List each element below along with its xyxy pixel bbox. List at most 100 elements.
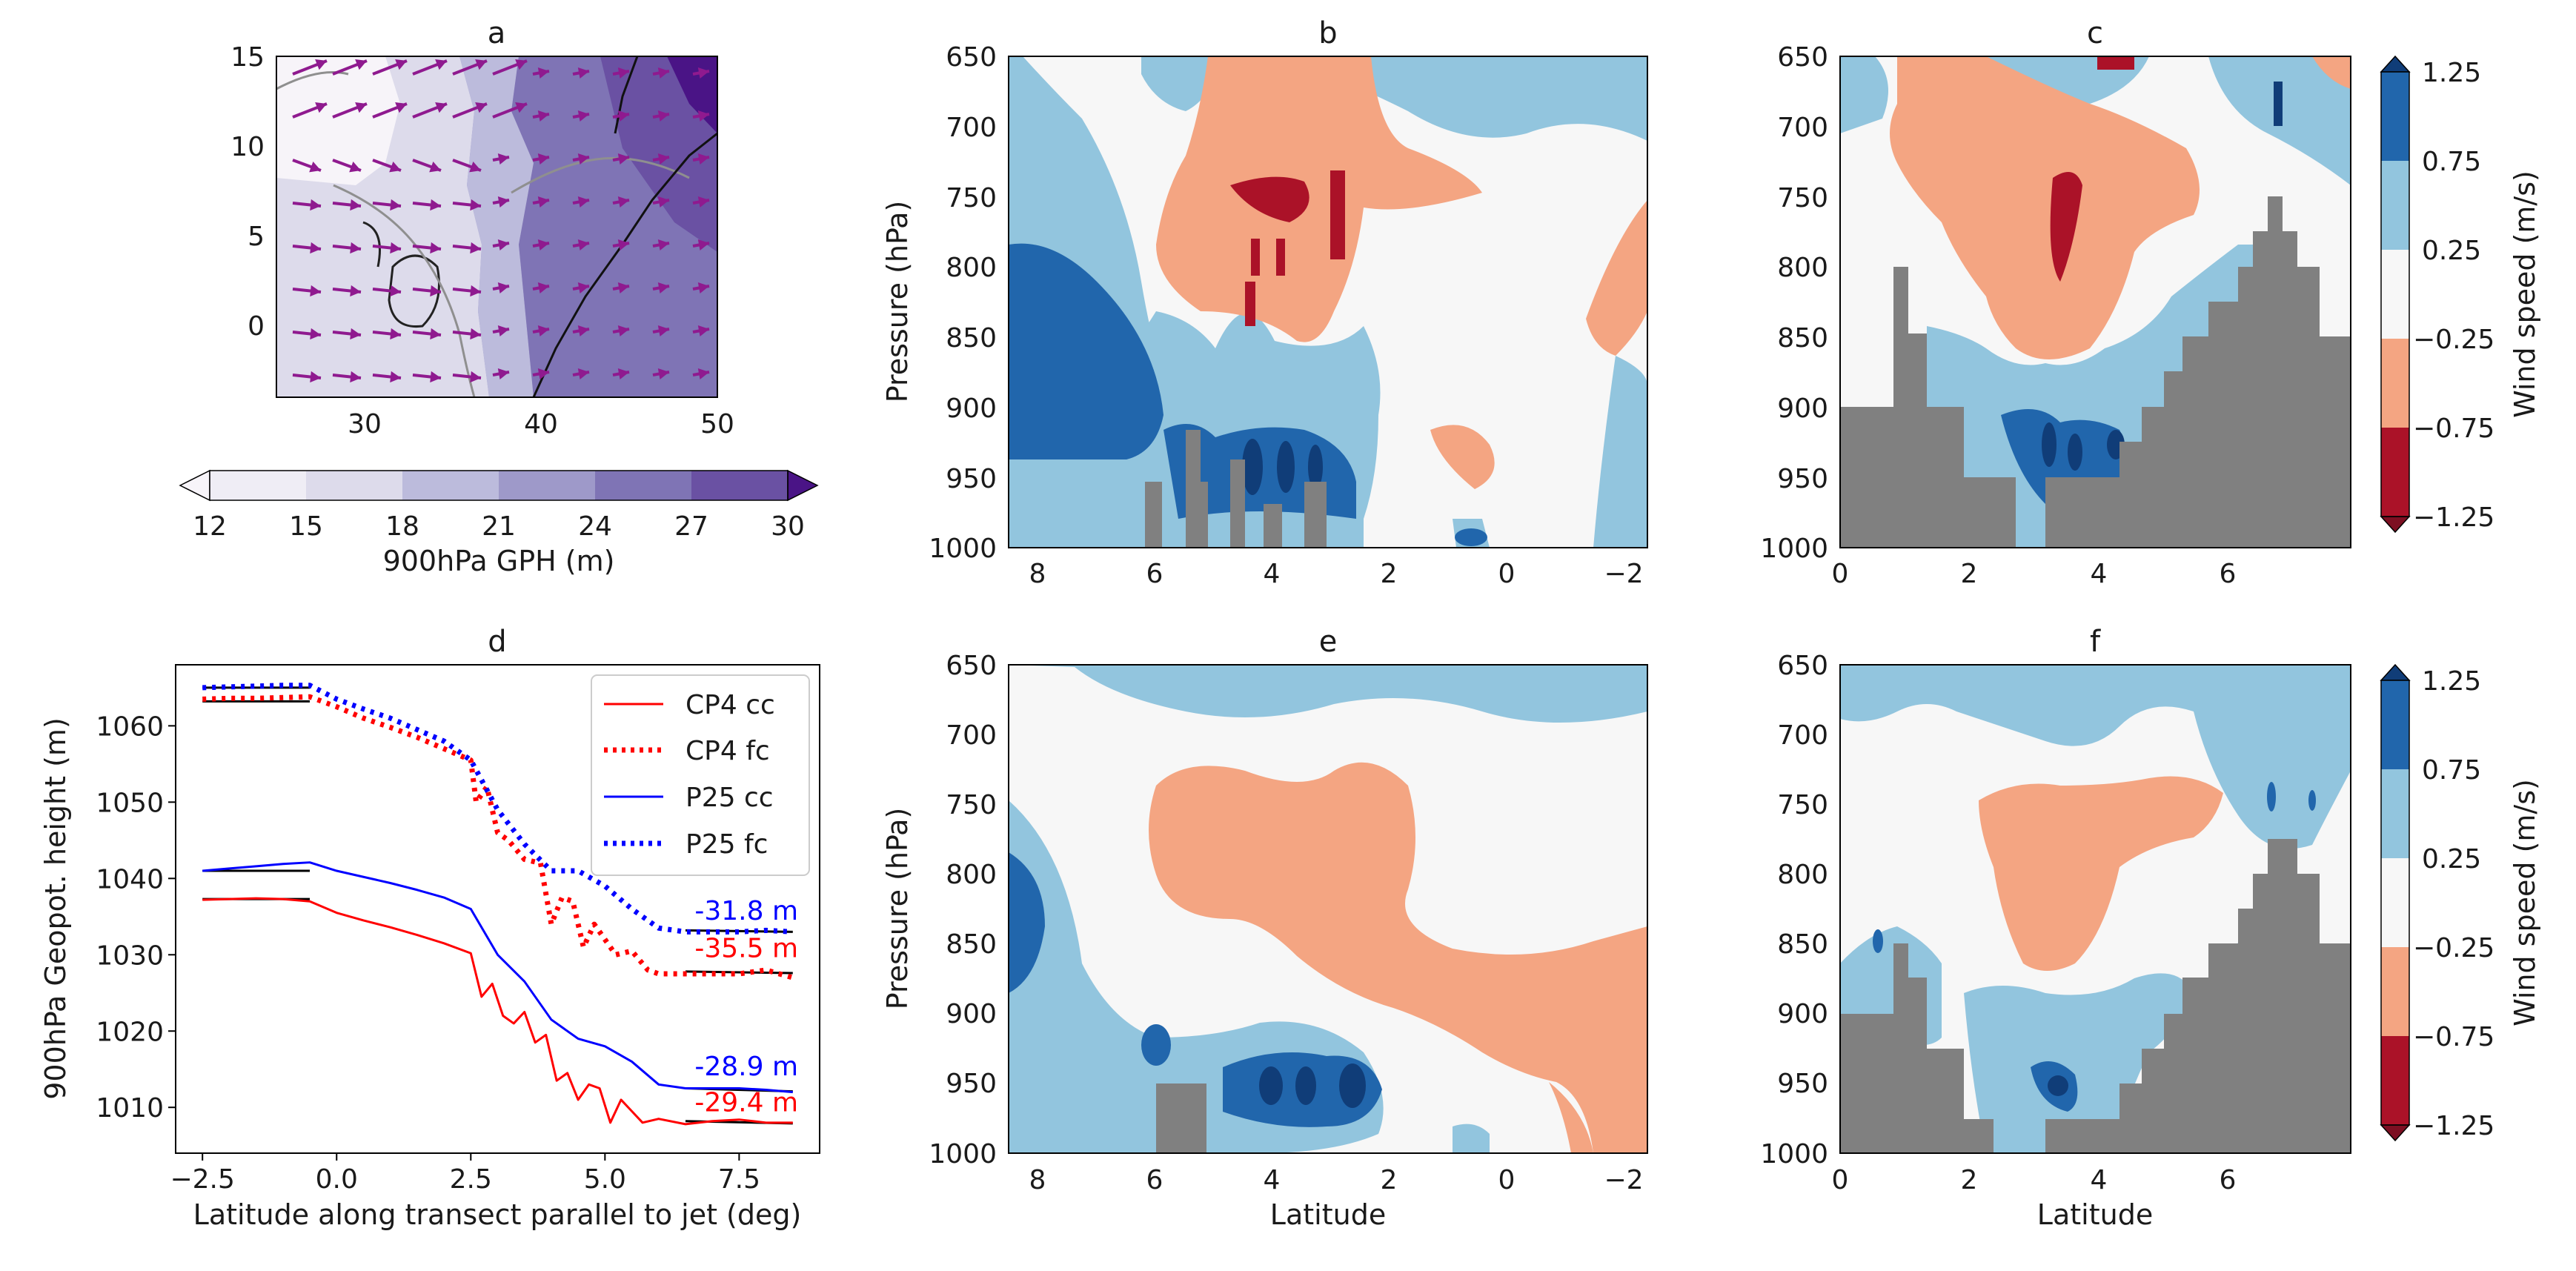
panel-c-ytick: 900 bbox=[1777, 394, 1828, 424]
panel-b: b 650 700 bbox=[881, 16, 1648, 589]
wind-colorbar-extend-low bbox=[2380, 516, 2411, 534]
wind-vector-head bbox=[617, 67, 629, 79]
panel-d-xtick: 2.5 bbox=[450, 1164, 492, 1195]
wind-fill-weak-positive bbox=[1009, 665, 1647, 723]
panel-b-ytick: 750 bbox=[946, 183, 997, 213]
wind-colorbar-tick: 1.25 bbox=[2422, 666, 2481, 697]
topography-mask bbox=[1840, 839, 2351, 1153]
wind-colorbar-tick: −1.25 bbox=[2413, 1111, 2494, 1141]
topography-mask bbox=[1145, 430, 1327, 548]
gph-colorbar-tick: 12 bbox=[193, 511, 227, 542]
wind-vector-head bbox=[577, 196, 589, 208]
panel-e-xtick: 0 bbox=[1498, 1165, 1516, 1195]
wind-vector-head bbox=[657, 325, 669, 337]
wind-vector-head bbox=[537, 239, 549, 251]
panel-f-ytick: 900 bbox=[1777, 999, 1828, 1029]
panel-f-xlabel: Latitude bbox=[2037, 1198, 2153, 1231]
panel-e-xtick: 8 bbox=[1029, 1165, 1046, 1195]
wind-vector-head bbox=[497, 368, 509, 380]
wind-vector-head bbox=[470, 328, 481, 340]
wind-vector-head bbox=[395, 59, 407, 70]
wind-colorbar-frame bbox=[2380, 680, 2410, 1126]
wind-fill-weak-positive bbox=[1840, 56, 1888, 133]
panel-b-frame bbox=[1008, 56, 1648, 548]
wind-vector-head bbox=[577, 282, 589, 294]
wind-vector-head bbox=[577, 110, 589, 122]
wind-fill-peak-positive bbox=[2042, 422, 2057, 467]
wind-vector-head bbox=[537, 67, 549, 79]
panel-f-xtick: 2 bbox=[1961, 1165, 1978, 1195]
panel-f-ytick: 950 bbox=[1777, 1069, 1828, 1099]
wind-colorbar-tick: −0.25 bbox=[2413, 933, 2494, 963]
wind-vector-head bbox=[577, 67, 589, 79]
wind-vector-head bbox=[657, 239, 669, 251]
panel-f-ytick: 700 bbox=[1777, 720, 1828, 751]
gph-colorbar-tick: 18 bbox=[385, 511, 419, 542]
panel-c-axes: 650 700 750 800 850 900 950 1000 0 2 4 6 bbox=[1760, 42, 2236, 589]
wind-vector-head bbox=[390, 199, 401, 211]
wind-contourf bbox=[1840, 56, 2351, 548]
wind-colorbar-tick: −0.75 bbox=[2413, 1022, 2494, 1052]
wind-vector-head bbox=[310, 199, 321, 211]
panel-f-title: f bbox=[2090, 625, 2101, 659]
wind-colorbar-seg bbox=[2381, 339, 2409, 428]
panel-a-xtick: 50 bbox=[700, 409, 734, 439]
wind-colorbar-tick: −0.25 bbox=[2413, 325, 2494, 355]
panel-e-ytick: 700 bbox=[946, 720, 997, 751]
panel-b-axes: 650 700 750 800 850 900 950 1000 8 6 4 2… bbox=[881, 42, 1644, 589]
wind-fill-strong-positive bbox=[2267, 782, 2276, 812]
wind-vector-head bbox=[470, 285, 481, 297]
wind-vector-head bbox=[395, 102, 407, 113]
wind-vector-head bbox=[537, 282, 549, 294]
panel-b-xtick: −2 bbox=[1604, 559, 1643, 589]
wind-vector-head bbox=[497, 153, 509, 165]
series-line-p25-fc bbox=[202, 683, 793, 935]
wind-colorbar-seg bbox=[2381, 72, 2409, 161]
panel-e-ytick: 950 bbox=[946, 1069, 997, 1099]
wind-fill-weak-negative bbox=[1156, 56, 1482, 342]
panel-c-ytick: 950 bbox=[1777, 464, 1828, 494]
panel-e-ytick: 1000 bbox=[929, 1139, 997, 1169]
gph-colorbar-seg bbox=[499, 471, 595, 500]
gph-map bbox=[276, 56, 717, 397]
panel-b-xtick: 6 bbox=[1146, 559, 1163, 589]
wind-vector-head bbox=[475, 102, 487, 113]
wind-contourf bbox=[1009, 665, 1647, 1153]
panel-c-frame bbox=[1839, 56, 2351, 548]
panel-e-ytick: 750 bbox=[946, 790, 997, 820]
wind-vector-head bbox=[697, 325, 709, 337]
wind-contourf bbox=[1840, 665, 2351, 1153]
wind-vector-head bbox=[617, 325, 629, 337]
wind-fill-weak-positive bbox=[1840, 665, 2351, 849]
wind-vector-head bbox=[657, 368, 669, 380]
wind-vector-head bbox=[390, 285, 401, 297]
wind-vector-head bbox=[429, 161, 441, 173]
wind-vector-head bbox=[617, 110, 629, 122]
gph-colorbar-seg bbox=[595, 471, 691, 500]
wind-colorbar-seg bbox=[2381, 1036, 2409, 1125]
wind-vector-head bbox=[350, 371, 361, 383]
wind-vector-head bbox=[309, 161, 321, 173]
panel-d-frame bbox=[175, 664, 820, 1154]
legend-box bbox=[591, 674, 810, 876]
panel-b-xtick: 2 bbox=[1381, 559, 1398, 589]
wind-vector-head bbox=[617, 239, 629, 251]
wind-colorbar-tick: −0.75 bbox=[2413, 414, 2494, 444]
wind-fill-strong-positive bbox=[1009, 852, 1045, 993]
gph-colorbar-tick: 21 bbox=[482, 511, 516, 542]
wind-vector-head bbox=[390, 242, 401, 254]
wind-fill-weak-positive bbox=[1964, 973, 2194, 1153]
wind-vectors bbox=[292, 59, 710, 383]
wind-fill-strong-positive bbox=[1141, 1024, 1171, 1066]
wind-vector-head bbox=[537, 153, 549, 165]
panel-e-ytick: 800 bbox=[946, 860, 997, 890]
panel-a-ytick: 10 bbox=[230, 132, 265, 162]
wind-fill-weak-positive bbox=[1593, 356, 1647, 548]
wind-colorbar-label: Wind speed (m/s) bbox=[2509, 779, 2541, 1026]
wind-vector-head bbox=[350, 242, 361, 254]
wind-fill-peak-positive bbox=[1455, 528, 1487, 546]
panel-a-frame bbox=[276, 56, 718, 398]
gph-fill-band-18 bbox=[459, 56, 534, 397]
panel-f-frame bbox=[1839, 664, 2351, 1154]
wind-vector-head bbox=[470, 199, 481, 211]
